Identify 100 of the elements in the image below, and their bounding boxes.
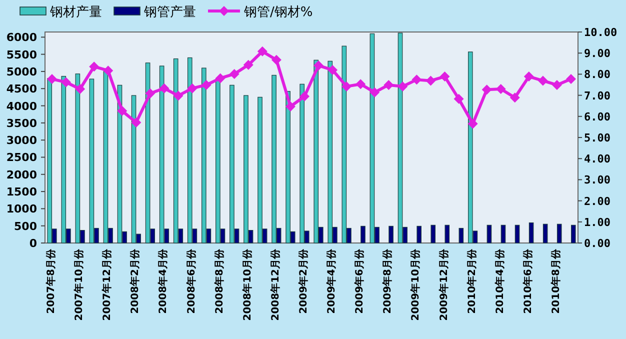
y2-tick-label: 10.00 — [584, 26, 618, 39]
point — [496, 84, 506, 94]
x-tick-label: 2009年4月份 — [326, 248, 338, 314]
bar — [89, 78, 94, 244]
bar — [290, 231, 296, 244]
point — [538, 76, 548, 86]
bar — [178, 228, 184, 244]
bar — [542, 224, 548, 244]
x-tick-label: 2008年2月份 — [129, 248, 142, 314]
y-tick-label: 5000 — [6, 65, 38, 78]
bar — [328, 60, 333, 244]
point — [61, 77, 72, 88]
point — [384, 80, 394, 90]
point — [201, 80, 212, 90]
bar — [374, 226, 380, 244]
y2-tick-label: 3.00 — [584, 174, 610, 187]
bar — [514, 224, 520, 244]
point — [440, 72, 450, 82]
bar — [402, 226, 408, 244]
bar — [398, 32, 403, 244]
bar — [300, 84, 304, 244]
bar — [103, 71, 108, 244]
bar — [342, 46, 347, 244]
bar — [230, 84, 234, 244]
bar — [47, 78, 52, 244]
bar — [276, 228, 282, 244]
y-tick-label: 6000 — [6, 31, 38, 44]
bar — [206, 228, 212, 244]
bar — [248, 230, 254, 244]
bar — [500, 224, 506, 244]
bar — [220, 228, 226, 244]
bar — [458, 228, 464, 244]
bar — [416, 226, 422, 244]
point — [566, 74, 576, 84]
y2-tick-label: 2.00 — [584, 194, 610, 208]
y-tick-label: 500 — [14, 220, 38, 233]
bar — [262, 228, 268, 244]
bar — [108, 228, 113, 244]
point — [314, 60, 324, 71]
y-tick-label: 2500 — [6, 151, 38, 164]
y-tick-label: 2000 — [6, 168, 38, 182]
y2-tick-label: 9.00 — [584, 47, 610, 60]
x-tick-label: 2008年10月份 — [241, 248, 254, 321]
x-tick-label: 2009年8月份 — [382, 248, 394, 314]
x-tick-label: 2009年2月份 — [297, 248, 310, 314]
point — [271, 54, 282, 65]
bar — [258, 96, 262, 244]
x-tick-label: 2009年12月份 — [438, 248, 450, 321]
bar — [94, 228, 99, 244]
bar — [66, 228, 71, 244]
point — [173, 90, 184, 101]
bar — [272, 74, 276, 244]
point — [159, 83, 170, 94]
bar — [192, 228, 198, 244]
bar — [244, 95, 248, 244]
y-tick-label: 1000 — [6, 202, 38, 216]
y2-tick-label: 0.00 — [584, 237, 610, 250]
bar — [556, 224, 562, 244]
x-tick-label: 2009年6月份 — [354, 248, 366, 314]
x-tick-label: 2008年8月份 — [213, 248, 226, 314]
legend-label: 钢材产量 — [49, 5, 102, 20]
bar — [444, 224, 450, 244]
bar — [61, 76, 66, 244]
point — [285, 101, 296, 112]
point — [398, 81, 408, 92]
bar — [150, 228, 155, 244]
x-tick-label: 2010年8月份 — [550, 248, 562, 314]
point — [468, 118, 478, 129]
point — [187, 83, 198, 94]
point — [328, 64, 338, 75]
bar — [75, 74, 80, 244]
y2-tick-label: 1.00 — [584, 216, 610, 229]
y2-tick-label: 4.00 — [584, 152, 610, 166]
point — [257, 46, 268, 56]
point — [552, 80, 562, 90]
y2-tick-label: 5.00 — [584, 132, 610, 144]
bar — [136, 234, 141, 244]
y2-tick-label: 6.00 — [584, 110, 610, 124]
bar — [370, 33, 375, 244]
point — [412, 74, 422, 85]
y-tick-label: 0 — [29, 237, 38, 250]
point — [454, 94, 464, 104]
point — [145, 88, 156, 98]
x-tick-label: 2008年4月份 — [157, 248, 170, 314]
point — [342, 81, 352, 92]
bar — [173, 58, 178, 244]
bar — [304, 230, 310, 244]
bar — [122, 231, 127, 244]
bar — [486, 224, 492, 244]
point — [89, 62, 100, 72]
point — [131, 118, 142, 128]
x-tick-label: 2008年12月份 — [269, 248, 282, 321]
point — [229, 68, 240, 79]
bar — [159, 66, 164, 244]
bar — [468, 52, 473, 244]
y2-tick-label: 7.00 — [584, 89, 610, 102]
y-tick-label: 1500 — [6, 186, 38, 199]
legend-label: 钢管产量 — [143, 5, 196, 20]
point — [215, 73, 226, 84]
bar — [346, 228, 352, 244]
